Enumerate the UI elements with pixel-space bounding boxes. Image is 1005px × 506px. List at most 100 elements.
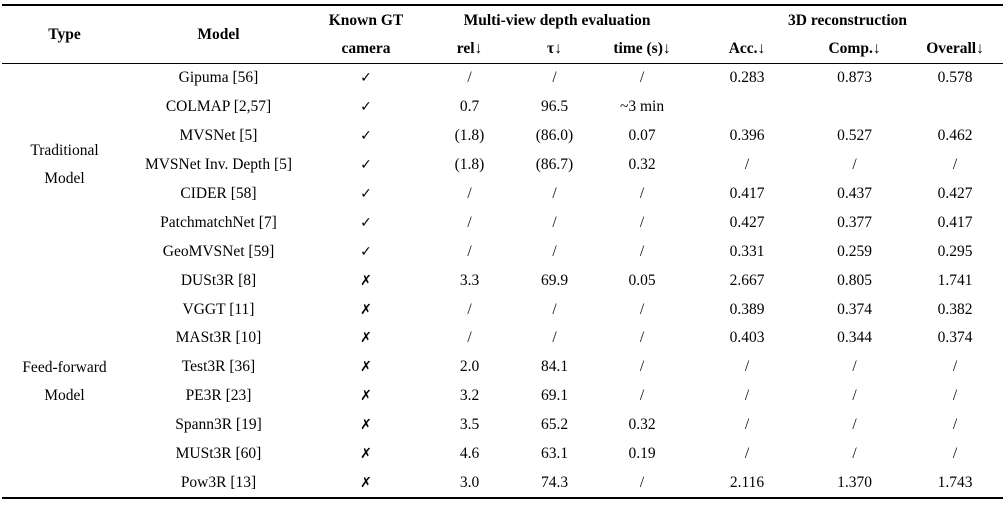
- type-group-label: Model: [44, 170, 85, 188]
- model-cell: MVSNet Inv. Depth [5]: [144, 156, 293, 174]
- header-acc: Acc.↓: [692, 35, 803, 64]
- header-time: time (s)↓: [592, 35, 693, 64]
- cross-icon: ✗: [360, 359, 372, 376]
- model-cell: DUSt3R [8]: [180, 271, 257, 289]
- comp-cell: /: [852, 358, 857, 376]
- acc-cell: /: [744, 387, 750, 405]
- time-cell: 0.19: [628, 445, 656, 463]
- acc-cell: 0.427: [729, 213, 765, 231]
- time-cell: 0.05: [628, 271, 656, 289]
- acc-cell: 0.331: [729, 242, 765, 260]
- time-cell: 0.32: [628, 416, 656, 434]
- camera-cell: ✗: [310, 440, 422, 469]
- check-icon: ✓: [360, 243, 372, 260]
- time-cell: 0.07: [628, 127, 656, 145]
- overall-cell: 0.578: [937, 69, 973, 87]
- header-group-3d-reconstruction: 3D reconstruction: [788, 11, 908, 29]
- acc-cell: 2.667: [729, 271, 765, 289]
- tau-cell: 69.9: [540, 271, 569, 289]
- model-cell: PatchmatchNet [7]: [160, 213, 277, 231]
- tau-cell: /: [552, 300, 557, 318]
- table-row: PE3R [23] ✗ 3.2 69.1 / / / /: [2, 382, 1003, 411]
- tau-cell: /: [552, 242, 557, 260]
- cross-icon: ✗: [360, 330, 372, 347]
- model-cell: MVSNet [5]: [179, 127, 258, 145]
- camera-cell: ✓: [310, 208, 422, 237]
- time-cell: /: [639, 473, 645, 491]
- table-row: Feed-forward Model DUSt3R [8] ✗ 3.3 69.9 0.05 2…: [2, 266, 1003, 404]
- overall-cell: 0.417: [937, 213, 973, 231]
- time-cell: /: [639, 69, 645, 87]
- header-known-gt-line1: Known GT: [328, 11, 404, 29]
- cross-icon: ✗: [360, 301, 372, 318]
- comp-cell: /: [852, 416, 857, 434]
- time-cell: /: [639, 387, 645, 405]
- table-row: MUSt3R [60] ✗ 4.6 63.1 0.19 / / /: [2, 440, 1003, 469]
- model-cell: MUSt3R [60]: [175, 445, 262, 463]
- comp-cell: 0.374: [837, 300, 872, 318]
- time-cell: /: [639, 213, 645, 231]
- overall-cell: 0.382: [937, 300, 973, 318]
- acc-cell: 0.389: [729, 300, 765, 318]
- camera-cell: ✓: [310, 237, 422, 266]
- cross-icon: ✗: [360, 388, 372, 405]
- acc-cell: 0.403: [729, 329, 765, 347]
- rel-cell: 3.0: [459, 473, 480, 491]
- cross-icon: ✗: [360, 474, 372, 491]
- model-cell: PE3R [23]: [185, 387, 252, 405]
- model-cell: Pow3R [13]: [180, 473, 257, 491]
- model-cell: Test3R [36]: [181, 358, 256, 376]
- rel-cell: 3.3: [459, 271, 480, 289]
- acc-cell: 2.116: [729, 473, 765, 491]
- check-icon: ✓: [360, 186, 372, 202]
- rel-cell: 3.5: [459, 416, 480, 434]
- camera-cell: ✓: [310, 93, 422, 122]
- rel-cell: 4.6: [459, 445, 480, 463]
- header-rel: rel↓: [422, 35, 517, 64]
- rel-cell: /: [467, 69, 472, 87]
- overall-cell: 0.462: [937, 127, 973, 145]
- camera-cell: ✓: [310, 64, 422, 93]
- type-group-cell: Traditional Model: [2, 64, 127, 267]
- camera-cell: ✗: [310, 353, 422, 382]
- overall-cell: [907, 93, 1003, 122]
- model-cell: VGGT [11]: [182, 300, 255, 318]
- cross-icon: ✗: [360, 272, 372, 289]
- acc-cell: /: [744, 358, 750, 376]
- rel-cell: /: [467, 242, 472, 260]
- check-icon: ✓: [360, 128, 372, 145]
- cross-icon: ✗: [360, 417, 372, 434]
- table-row: GeoMVSNet [59] ✓ / / / 0.331 0.259 0.295: [2, 237, 1003, 266]
- tau-cell: (86.7): [535, 156, 574, 174]
- time-cell: /: [639, 185, 645, 202]
- time-cell: ~3 min: [619, 98, 665, 116]
- table-row: CIDER [58] ✓ / / / 0.417 0.437 0.427: [2, 180, 1003, 209]
- comp-cell: [802, 93, 907, 122]
- tau-cell: 63.1: [540, 445, 569, 463]
- table-row: Spann3R [19] ✗ 3.5 65.2 0.32 / / /: [2, 411, 1003, 440]
- table-row: Pow3R [13] ✗ 3.0 74.3 / 2.116 1.370 1.743: [2, 468, 1003, 498]
- camera-cell: ✗: [310, 295, 422, 324]
- overall-cell: 1.741: [937, 271, 973, 289]
- acc-cell: /: [744, 445, 750, 463]
- model-cell: MASt3R [10]: [175, 329, 262, 347]
- camera-cell: ✓: [310, 180, 422, 209]
- rel-cell: /: [467, 329, 472, 347]
- header-comp: Comp.↓: [802, 35, 908, 64]
- comp-cell: 0.437: [837, 185, 872, 202]
- table-row: Traditional Model Gipuma [56] ✓ / / / 0.283 0.87…: [2, 64, 1003, 187]
- comp-cell: 1.370: [837, 473, 872, 491]
- tau-cell: 84.1: [540, 358, 569, 376]
- comp-cell: /: [852, 387, 857, 405]
- check-icon: ✓: [360, 70, 372, 87]
- tau-cell: 96.5: [540, 98, 569, 116]
- tau-cell: 65.2: [540, 416, 569, 434]
- time-cell: /: [639, 300, 645, 318]
- time-cell: 0.32: [628, 156, 656, 174]
- rel-cell: /: [467, 300, 472, 318]
- overall-cell: 0.295: [937, 242, 973, 260]
- table-row: Test3R [36] ✗ 2.0 84.1 / / / /: [2, 353, 1003, 382]
- camera-cell: ✗: [310, 324, 422, 353]
- table-header: Type Model Known GT camera Multi-view de…: [2, 5, 1004, 64]
- comp-cell: 0.527: [837, 127, 872, 145]
